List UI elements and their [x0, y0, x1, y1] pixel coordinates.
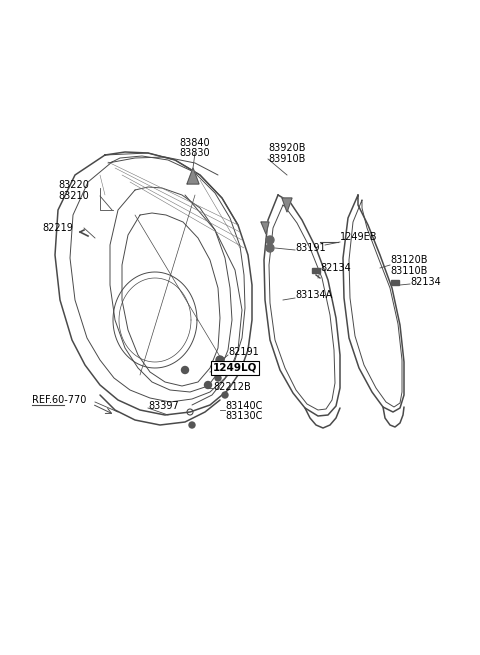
Bar — [312, 268, 320, 273]
Text: 82219: 82219 — [42, 223, 73, 233]
Text: 83920B: 83920B — [268, 143, 305, 153]
Text: 83130C: 83130C — [225, 411, 263, 421]
Text: 83134A: 83134A — [295, 290, 332, 300]
Circle shape — [216, 356, 224, 364]
Text: 83840: 83840 — [180, 138, 210, 148]
Text: 83397: 83397 — [148, 401, 179, 411]
Text: REF.60-770: REF.60-770 — [32, 395, 86, 405]
Circle shape — [222, 392, 228, 398]
Text: 83830: 83830 — [180, 148, 210, 158]
Text: 1249LQ: 1249LQ — [213, 363, 257, 373]
Text: 1249EB: 1249EB — [340, 232, 377, 242]
Circle shape — [189, 422, 195, 428]
Polygon shape — [261, 222, 269, 234]
Text: 82134: 82134 — [410, 277, 441, 287]
Text: 83910B: 83910B — [268, 154, 305, 164]
Text: 82212B: 82212B — [213, 382, 251, 392]
Polygon shape — [187, 168, 199, 184]
Text: 83220: 83220 — [58, 180, 89, 190]
Polygon shape — [282, 198, 292, 212]
Text: 83140C: 83140C — [225, 401, 263, 411]
Text: 82191: 82191 — [228, 347, 259, 357]
Text: 83210: 83210 — [58, 191, 89, 201]
Bar — [391, 280, 399, 285]
Circle shape — [215, 375, 221, 381]
Text: 83120B: 83120B — [390, 255, 428, 265]
Text: 82134: 82134 — [320, 263, 351, 273]
Circle shape — [266, 244, 274, 252]
Circle shape — [204, 381, 212, 388]
Circle shape — [266, 236, 274, 244]
Text: 83110B: 83110B — [390, 266, 427, 276]
Text: 83191: 83191 — [295, 243, 325, 253]
Circle shape — [181, 367, 189, 373]
